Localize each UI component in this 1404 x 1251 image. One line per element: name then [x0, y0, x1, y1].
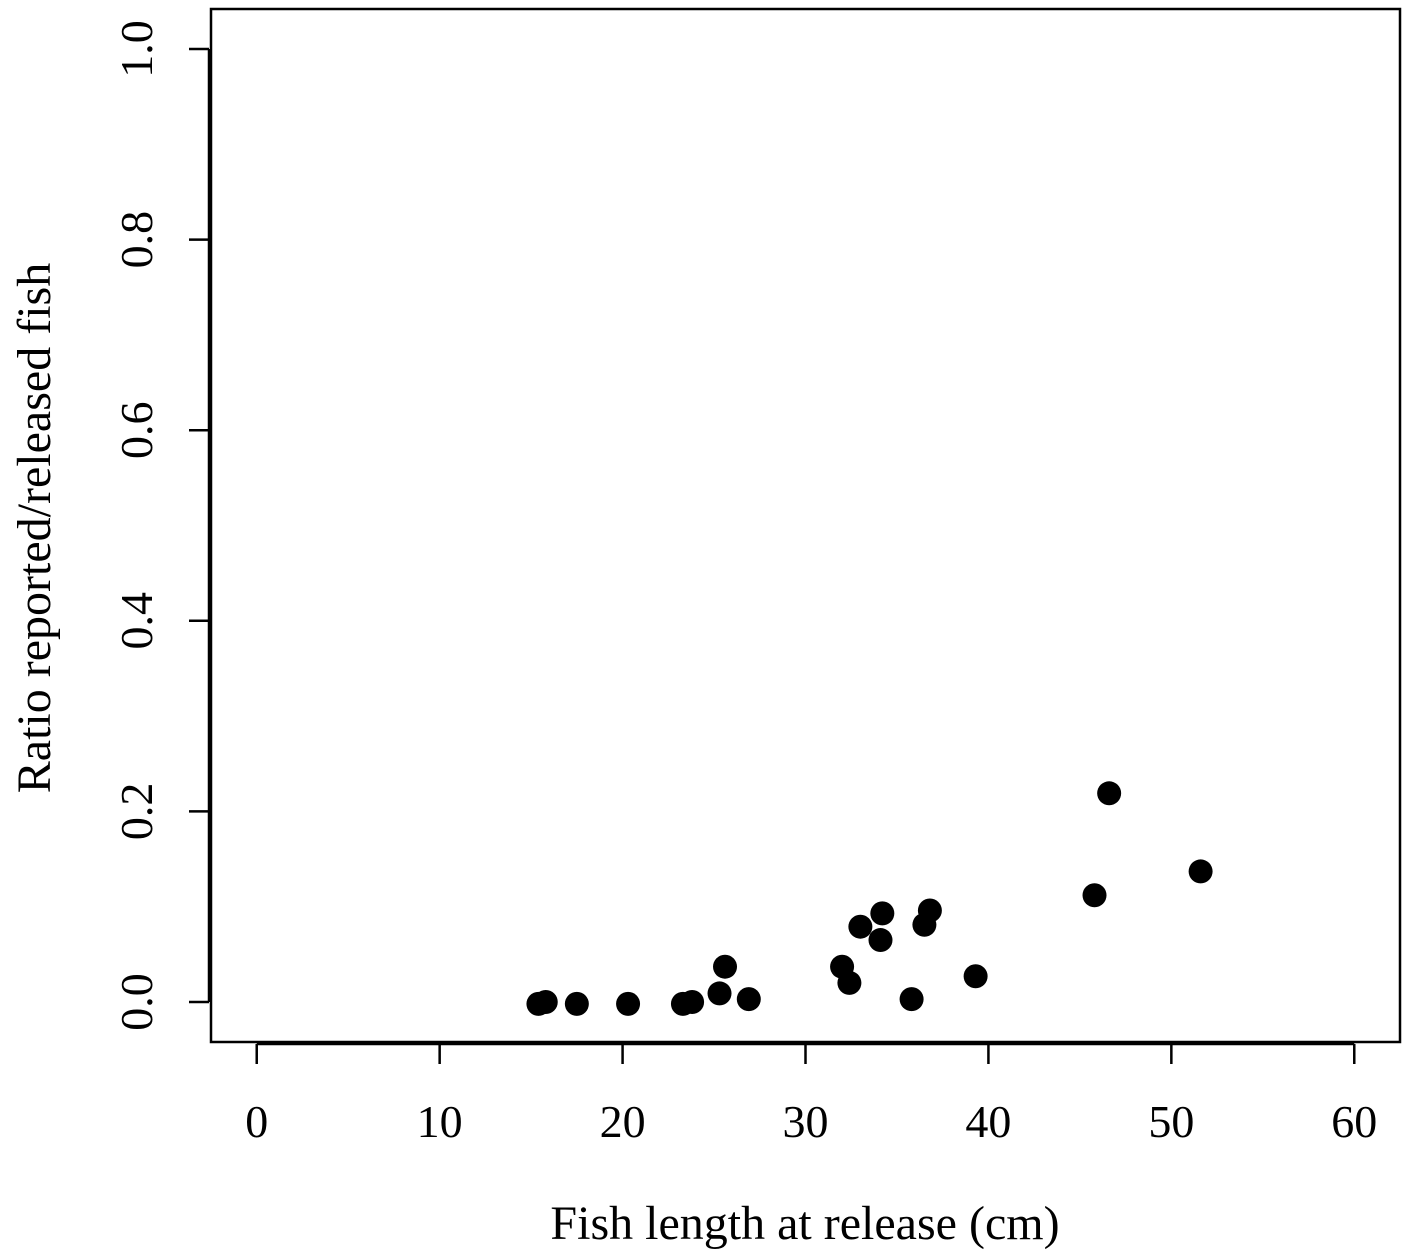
y-tick-label: 0.2	[111, 783, 162, 841]
y-tick-label: 0.4	[111, 592, 162, 650]
data-point	[1188, 859, 1213, 884]
x-axis: 0 10 20 30 40 50 60	[245, 1042, 1377, 1147]
data-point	[680, 989, 705, 1014]
y-tick-label: 0.0	[111, 973, 162, 1031]
data-point	[899, 987, 924, 1012]
data-point	[713, 954, 738, 979]
data-point	[1082, 883, 1107, 908]
x-axis-title: Fish length at release (cm)	[550, 1197, 1059, 1250]
data-point	[736, 987, 761, 1012]
x-tick-label: 0	[245, 1096, 268, 1147]
y-tick-label: 0.8	[111, 211, 162, 268]
plot-frame	[209, 7, 1402, 1044]
data-points	[526, 781, 1213, 1016]
data-point	[837, 970, 862, 995]
data-point	[533, 989, 558, 1014]
y-tick-label: 0.6	[111, 401, 162, 459]
data-point	[616, 991, 641, 1016]
data-point	[707, 981, 732, 1006]
y-tick-label: 1.0	[111, 20, 162, 78]
y-axis-title: Ratio reported/released fish	[8, 263, 61, 793]
x-tick-label: 30	[783, 1096, 829, 1147]
data-point	[1097, 781, 1122, 806]
data-point	[868, 928, 893, 953]
x-tick-label: 20	[600, 1096, 646, 1147]
x-tick-label: 10	[417, 1096, 463, 1147]
x-tick-label: 60	[1331, 1096, 1377, 1147]
x-tick-label: 40	[965, 1096, 1011, 1147]
x-tick-label: 50	[1148, 1096, 1194, 1147]
y-axis: 0.0 0.2 0.4 0.6 0.8 1.0	[111, 20, 211, 1031]
data-point	[963, 964, 988, 989]
data-point	[564, 991, 589, 1016]
data-point	[917, 898, 942, 923]
data-point	[870, 901, 895, 926]
data-point	[848, 914, 873, 939]
